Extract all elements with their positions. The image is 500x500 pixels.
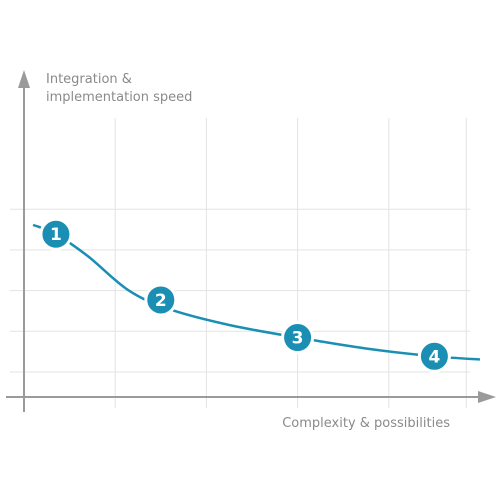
x-axis-label: Complexity & possibilities <box>282 416 450 431</box>
marker-2: 2 <box>144 283 178 317</box>
x-axis-arrow <box>478 391 496 403</box>
marker-1: 1 <box>39 217 73 251</box>
marker-3: 3 <box>281 321 315 355</box>
y-axis-label-line-1: Integration & <box>46 72 132 87</box>
series-line <box>32 223 481 361</box>
marker-label-2: 2 <box>155 291 167 311</box>
marker-circle-2 <box>144 283 178 317</box>
marker-circle-4 <box>417 339 451 373</box>
marker-circle-3 <box>281 321 315 355</box>
y-axis-label-line-2: implementation speed <box>46 90 193 105</box>
marker-label-4: 4 <box>428 347 440 367</box>
markers: 1 2 3 4 <box>39 217 451 373</box>
y-axis-arrow <box>18 70 30 88</box>
axes <box>6 70 496 412</box>
marker-circle-1 <box>39 217 73 251</box>
grid <box>10 118 470 408</box>
marker-4: 4 <box>417 339 451 373</box>
marker-label-3: 3 <box>292 329 304 349</box>
y-axis-label: Integration & implementation speed <box>46 71 226 107</box>
marker-label-1: 1 <box>50 225 62 245</box>
